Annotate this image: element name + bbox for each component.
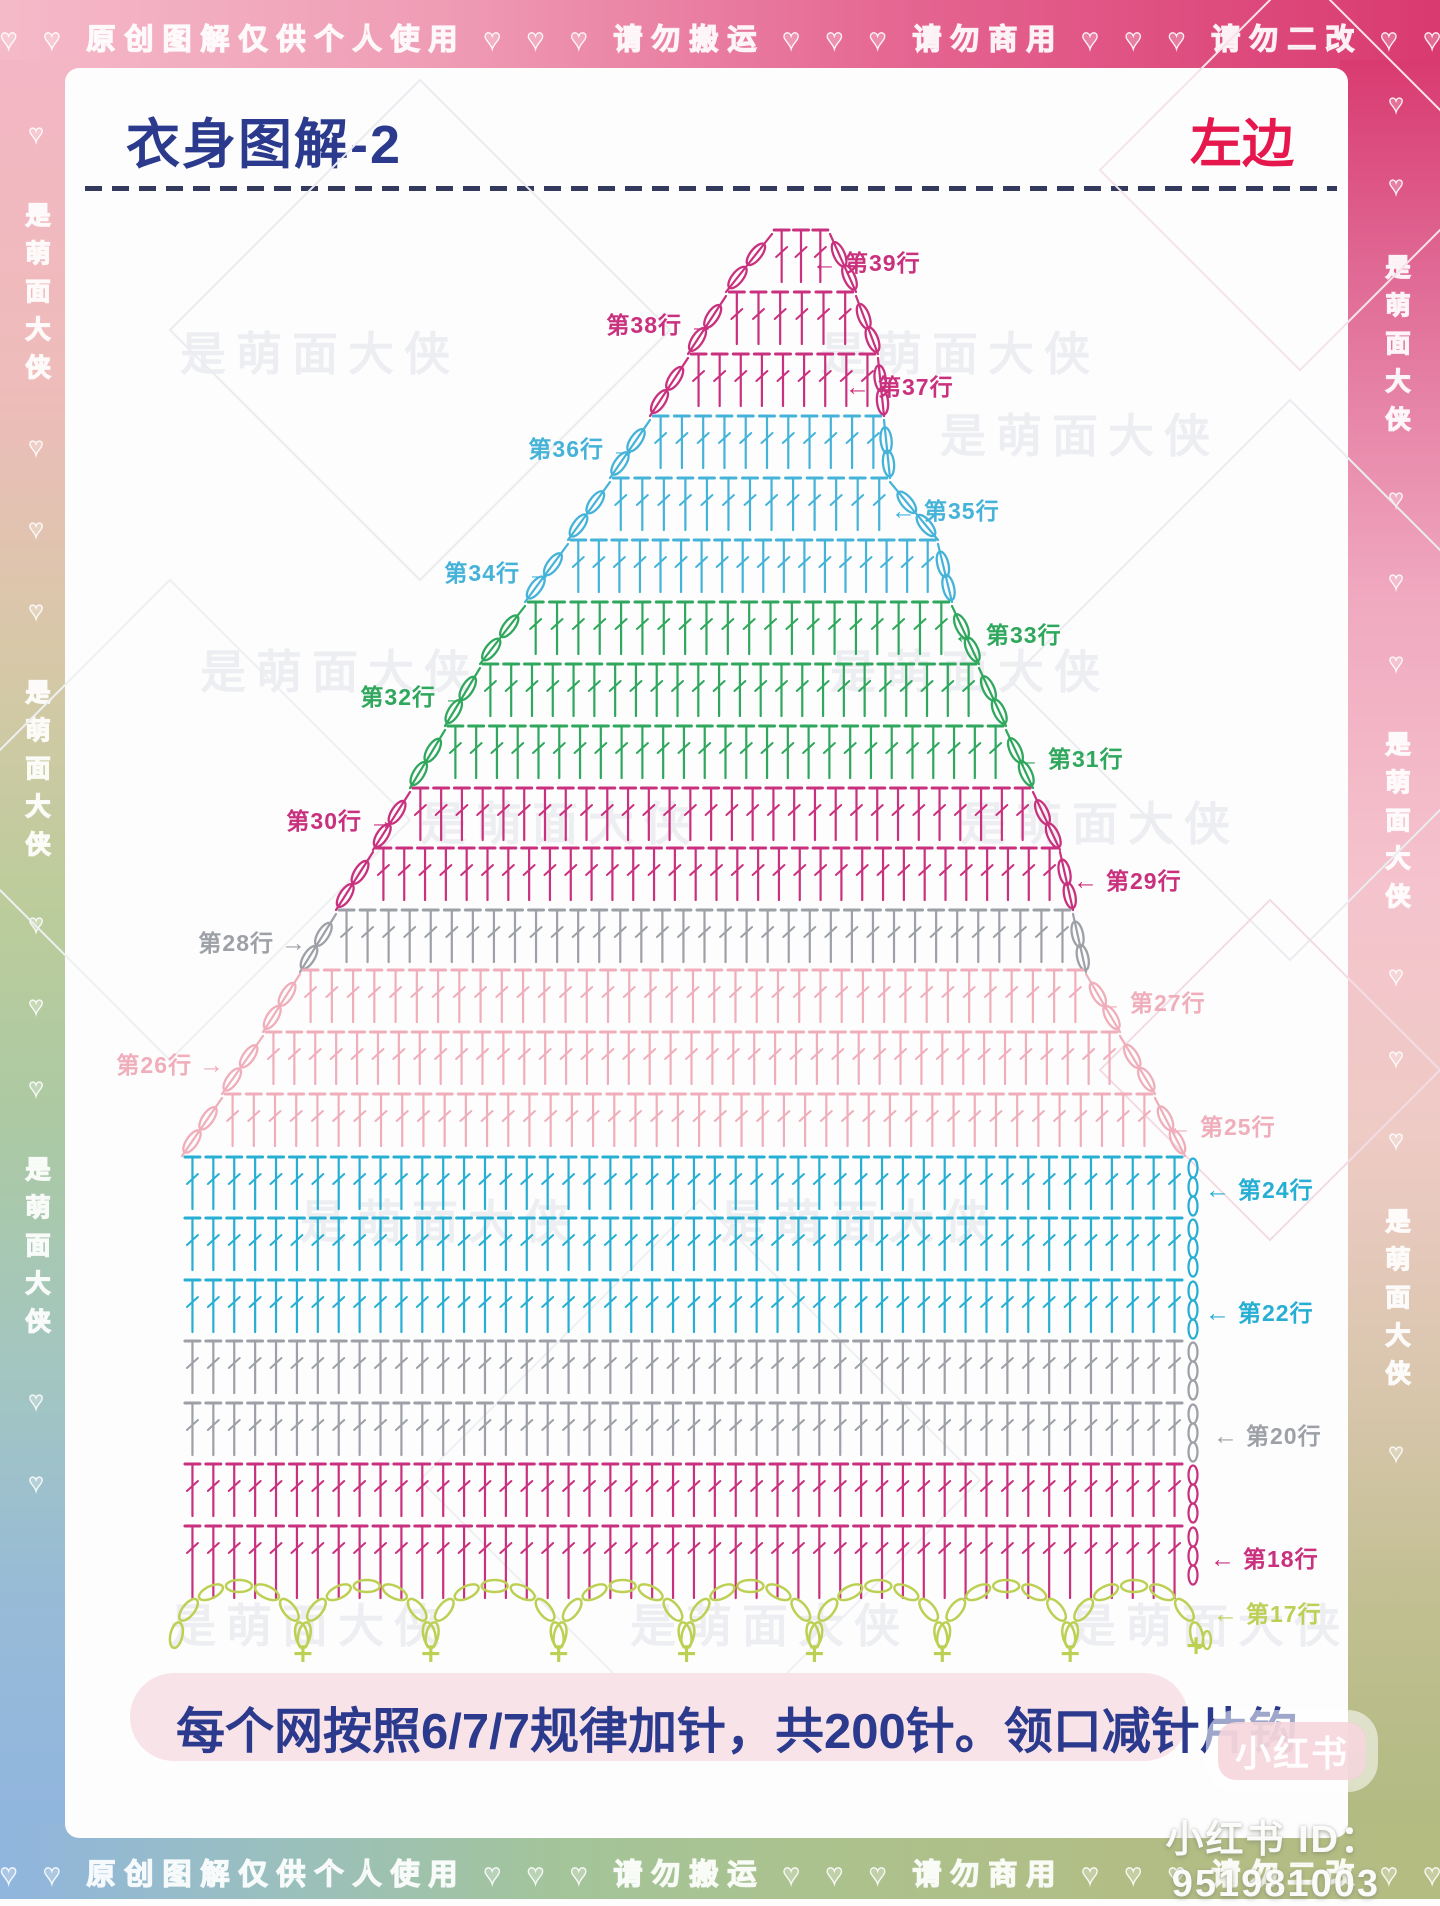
title-divider [85,186,1337,191]
ghost-watermark: 是萌面大侠 [630,1600,910,1652]
svg-text:+: + [931,1638,954,1669]
svg-text:+: + [803,1638,826,1669]
svg-text:+: + [1059,1638,1082,1669]
border-left [0,60,75,1850]
svg-text:+: + [419,1638,442,1669]
watermark-top: ♥ ♥ 原创图解仅供个人使用 ♥ ♥ ♥ 请勿搬运 ♥ ♥ ♥ 请勿商用 ♥ ♥… [0,23,1440,56]
xiaohongshu-badge-label: 小红书 [1234,1733,1349,1774]
border-top [0,0,1440,80]
watermark-bottom: ♥ ♥ 原创图解仅供个人使用 ♥ ♥ ♥ 请勿搬运 ♥ ♥ ♥ 请勿商用 ♥ ♥… [0,1858,1440,1891]
watermark-left: ♥ 是萌面大侠 ♥ ♥ ♥ 是萌面大侠 ♥ ♥ ♥ 是萌面大侠 ♥ ♥ [21,119,50,1510]
svg-text:+: + [1185,1630,1208,1661]
svg-text:+: + [675,1638,698,1669]
ghost-watermark: 是萌面大侠 [940,410,1220,462]
side-label: 左边 [1190,116,1295,174]
footer-note-pill [130,1673,1188,1761]
ghost-watermark: 是萌面大侠 [1070,1600,1350,1652]
ghost-watermark: 是萌面大侠 [300,1196,580,1248]
xiaohongshu-badge: 小红书 [1218,1722,1366,1780]
svg-text:+: + [292,1638,315,1669]
svg-text:+: + [547,1638,570,1669]
content-panel [65,68,1348,1838]
footer-note: 每个网按照6/7/7规律加针，共200针。领口减针片钩 [176,1705,1298,1759]
watermark-right: ♥ ♥ 是萌面大侠 ♥ ♥ ♥ 是萌面大侠 ♥ ♥ ♥ 是萌面大侠 ♥ [1381,89,1410,1480]
xiaohongshu-id: 小红书 ID：951981003 [1165,1819,1380,1905]
border-right [1340,60,1440,1850]
ghost-watermark: 是萌面大侠 [180,328,460,380]
